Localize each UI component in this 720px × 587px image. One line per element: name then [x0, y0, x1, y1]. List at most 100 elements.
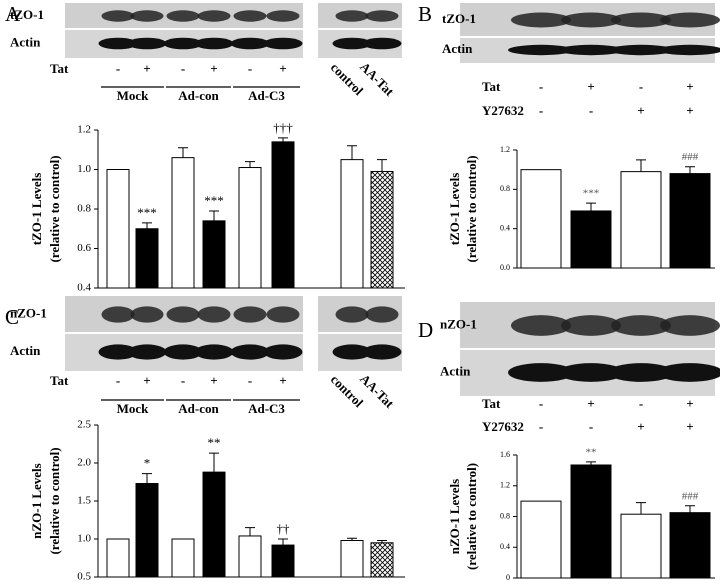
y-tick-label: 0.8 — [500, 511, 510, 520]
y-tick-label: 0.6 — [77, 242, 91, 254]
band — [130, 10, 164, 22]
band — [561, 12, 621, 28]
band — [197, 306, 231, 323]
significance-label: †† — [277, 521, 291, 536]
y-tick-label: 0.4 — [500, 542, 510, 551]
treatment-label: Y27632 — [482, 419, 524, 434]
bar — [171, 157, 195, 289]
treatment-label: Y27632 — [482, 103, 524, 118]
treatment-sign: + — [210, 373, 217, 388]
bar — [340, 159, 364, 289]
significance-label: ** — [208, 435, 221, 450]
bar — [620, 513, 662, 579]
treatment-sign: - — [539, 396, 543, 411]
treatment-sign: - — [116, 373, 120, 388]
error-bar — [278, 538, 288, 546]
bar — [271, 141, 295, 289]
treatment-sign: - — [116, 61, 120, 76]
y-axis-label: tZO-1 Levels — [447, 173, 462, 246]
band — [611, 315, 671, 336]
band — [127, 37, 167, 50]
bar — [135, 228, 159, 289]
y-tick-label: 0.0 — [500, 263, 510, 272]
bar — [106, 169, 130, 289]
treatment-sign: + — [279, 61, 286, 76]
category-label: AA-Tat — [357, 59, 397, 99]
group-label: Ad-con — [178, 401, 219, 416]
band — [660, 12, 720, 28]
group-label: Ad-C3 — [248, 401, 285, 416]
y-axis-label: (relative to control) — [464, 463, 479, 570]
bar — [202, 220, 226, 289]
band — [365, 10, 399, 22]
treatment-sign: - — [589, 103, 593, 118]
treatment-sign: - — [539, 103, 543, 118]
error-bar — [245, 527, 255, 536]
band — [230, 37, 270, 50]
y-axis-label: nZO-1 Levels — [29, 463, 44, 538]
blot-label: Actin — [10, 343, 41, 358]
y-tick-label: 1.0 — [77, 533, 91, 545]
band — [233, 306, 267, 323]
treatment-sign: - — [639, 396, 643, 411]
treatment-sign: - — [639, 79, 643, 94]
blot-label: Actin — [440, 363, 471, 378]
band — [362, 344, 402, 360]
treatment-sign: + — [686, 103, 693, 118]
panel-letter: D — [418, 318, 433, 342]
category-label: AA-Tat — [357, 371, 397, 411]
band — [608, 44, 674, 56]
y-axis-label: (relative to control) — [47, 155, 62, 262]
error-bar — [347, 537, 357, 541]
bar — [238, 167, 262, 289]
bar — [340, 540, 364, 578]
treatment-sign: - — [248, 61, 252, 76]
band — [335, 10, 369, 22]
treatment-sign: + — [143, 373, 150, 388]
error-bar — [377, 540, 387, 543]
treatment-sign: + — [637, 103, 644, 118]
band — [558, 363, 624, 382]
group-label: Mock — [117, 88, 150, 103]
treatment-sign: + — [686, 396, 693, 411]
error-bar — [636, 159, 646, 172]
significance-label: ††† — [273, 120, 293, 135]
error-bar — [278, 137, 288, 142]
band — [163, 344, 203, 360]
error-bar — [685, 166, 695, 174]
blot-label: nZO-1 — [10, 305, 47, 320]
bar — [202, 471, 226, 578]
y-tick-label: 2.5 — [77, 419, 91, 431]
band — [166, 306, 200, 323]
y-tick-label: 1.6 — [500, 450, 510, 459]
blot-label: Actin — [10, 34, 41, 49]
band — [263, 37, 303, 50]
y-tick-label: 0.8 — [77, 203, 91, 215]
band — [98, 344, 138, 360]
significance-label: *** — [583, 188, 600, 200]
y-tick-label: 0.5 — [77, 571, 91, 583]
significance-label: * — [144, 456, 151, 471]
treatment-label: Tat — [482, 396, 501, 411]
bar — [620, 171, 662, 269]
y-tick-label: 1.0 — [77, 163, 91, 175]
panel-letter: A — [5, 2, 21, 26]
bar — [238, 535, 262, 578]
band — [332, 37, 372, 50]
y-axis-label: (relative to control) — [464, 155, 479, 262]
y-tick-label: 1.5 — [77, 495, 91, 507]
band — [365, 306, 399, 323]
band — [558, 44, 624, 56]
treatment-sign: + — [686, 419, 693, 434]
error-bar — [636, 502, 646, 515]
error-bar — [586, 461, 596, 465]
band — [101, 10, 135, 22]
error-bar — [347, 145, 357, 160]
treatment-sign: - — [539, 419, 543, 434]
group-label: Mock — [117, 401, 150, 416]
band — [101, 306, 135, 323]
treatment-sign: + — [686, 79, 693, 94]
error-bar — [586, 202, 596, 211]
y-tick-label: 0.4 — [500, 223, 510, 232]
